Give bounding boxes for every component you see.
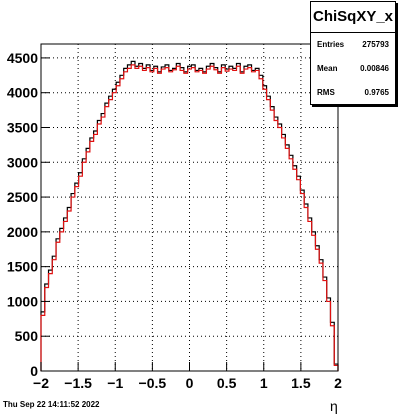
y-tick-label: 1500 [7,259,38,275]
x-tick-label: −2 [33,375,49,391]
y-tick-label: 4000 [7,85,38,101]
rms-value: 0.9765 [364,88,389,97]
stats-mean-row: Mean 0.00846 [311,57,395,81]
x-tick-label: −1 [107,375,123,391]
stats-box: ChiSqXY_x Entries 275793 Mean 0.00846 RM… [310,1,396,105]
y-tick-label: 0 [30,363,38,379]
y-tick-label: 4500 [7,50,38,66]
grid-lines [41,44,338,371]
x-axis-ticks: −2 −1.5 −1 −0.5 0 0.5 1 1.5 2 [33,362,342,391]
x-tick-label: 0.5 [217,375,237,391]
mean-label: Mean [317,64,338,73]
y-tick-label: 3500 [7,119,38,135]
y-tick-label: 2000 [7,224,38,240]
y-tick-label: 1000 [7,293,38,309]
stats-rms-row: RMS 0.9765 [311,81,395,105]
series-red-histogram [40,64,339,371]
x-tick-label: −1.5 [64,375,92,391]
histogram-line [40,64,339,371]
x-tick-label: 1 [260,375,268,391]
y-tick-label: 500 [15,328,39,344]
timestamp-footer: Thu Sep 22 14:11:52 2022 [3,400,100,409]
x-tick-label: 2 [334,375,342,391]
y-axis-ticks: 0 500 1000 1500 2000 2500 3000 3500 4000 4500 [7,50,50,379]
x-tick-label: 0 [186,375,194,391]
x-axis-label: η [330,398,338,414]
rms-label: RMS [317,88,335,97]
x-tick-label: 1.5 [291,375,311,391]
entries-label: Entries [317,40,345,49]
entries-value: 275793 [362,40,389,49]
mean-value: 0.00846 [360,64,389,73]
stats-title: ChiSqXY_x [311,2,395,33]
y-tick-label: 3000 [7,154,38,170]
y-tick-label: 2500 [7,189,38,205]
stats-entries-row: Entries 275793 [311,33,395,57]
x-tick-label: −0.5 [139,375,167,391]
